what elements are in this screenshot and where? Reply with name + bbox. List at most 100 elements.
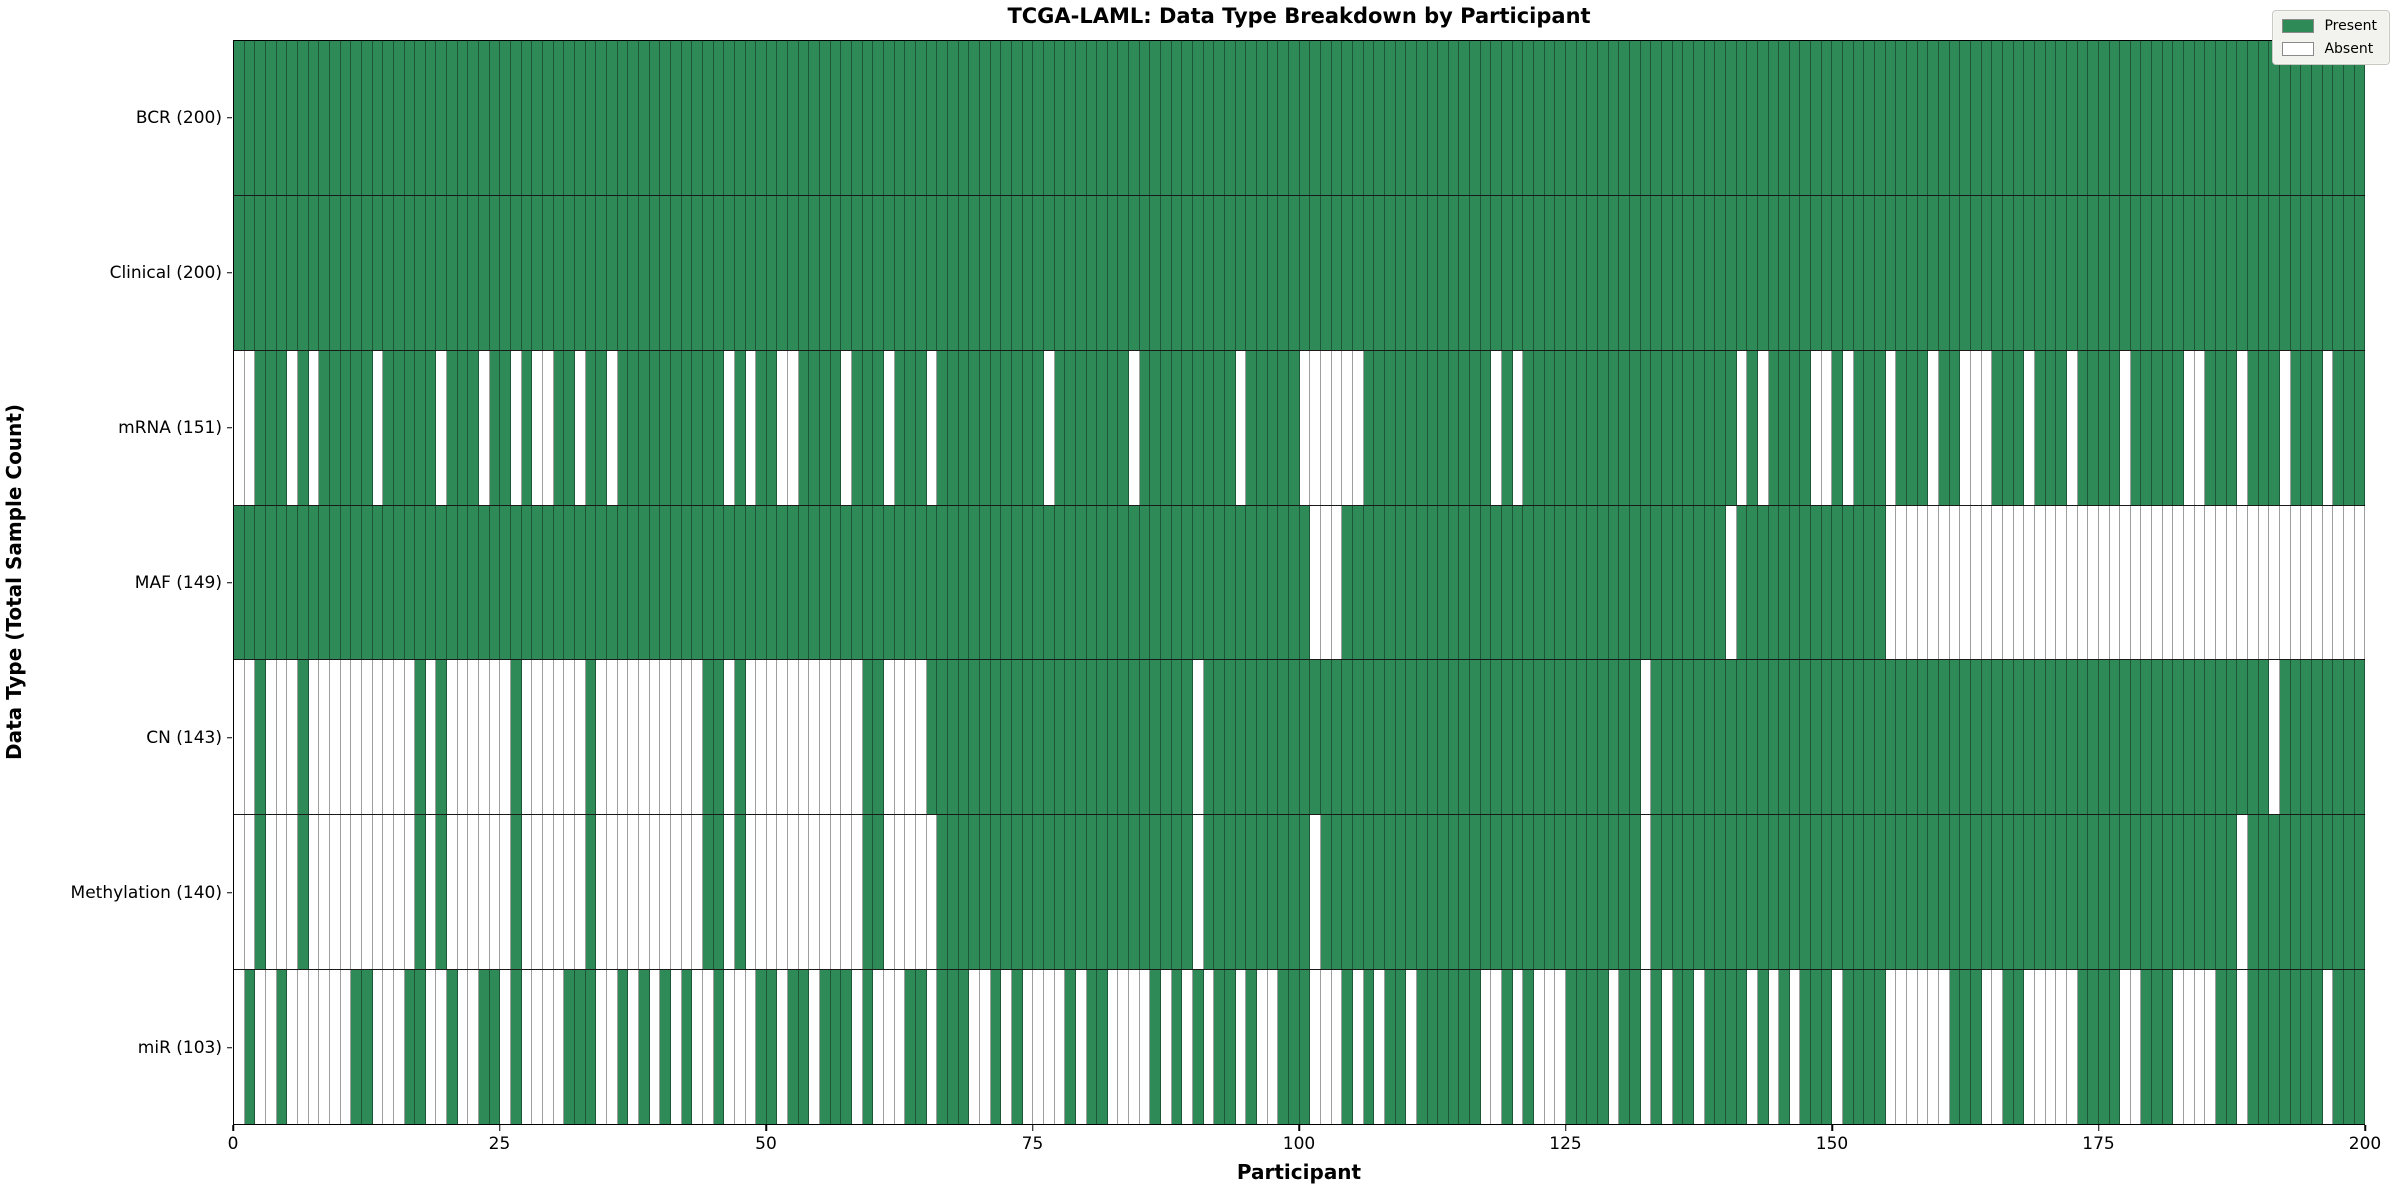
heatmap-cell <box>1438 41 1449 195</box>
heatmap-cell <box>1235 195 1247 350</box>
heatmap-cell <box>1054 660 1066 815</box>
heatmap-cell <box>766 505 778 660</box>
heatmap-cell <box>2248 195 2259 350</box>
heatmap-cell <box>1107 195 1119 350</box>
heatmap-cell <box>2077 505 2089 660</box>
heatmap-cell <box>500 505 512 660</box>
y-tick-label-miR: miR (103) <box>137 1037 222 1058</box>
heatmap-cell <box>2152 350 2163 505</box>
heatmap-cell <box>2205 505 2217 660</box>
heatmap-cell <box>2301 815 2312 970</box>
heatmap-cell <box>2258 660 2270 815</box>
heatmap-cell <box>521 660 533 815</box>
heatmap-cell <box>852 815 863 970</box>
heatmap-cell <box>958 505 970 660</box>
heatmap-cell <box>2066 660 2078 815</box>
heatmap-cell <box>1896 660 1908 815</box>
heatmap-cell <box>852 350 863 505</box>
heatmap-cell <box>1406 660 1417 815</box>
heatmap-cell <box>2088 41 2099 195</box>
heatmap-cell <box>1661 41 1673 195</box>
heatmap-cell <box>724 195 735 350</box>
heatmap-cell <box>1576 350 1588 505</box>
heatmap-cell <box>756 41 767 195</box>
heatmap-cell <box>1555 195 1567 350</box>
heatmap-cell <box>724 41 735 195</box>
heatmap-cell <box>2311 970 2323 1125</box>
heatmap-cell <box>1075 660 1087 815</box>
heatmap-cell <box>1672 350 1684 505</box>
heatmap-cell <box>809 815 821 970</box>
heatmap-cell <box>2045 970 2057 1125</box>
heatmap-cell <box>649 970 661 1125</box>
heatmap-cell <box>2045 505 2057 660</box>
heatmap-cell <box>990 350 1002 505</box>
heatmap-cell <box>1193 660 1204 815</box>
heatmap-cell <box>1843 970 1854 1125</box>
heatmap-cell <box>1065 970 1076 1125</box>
heatmap-cell <box>606 505 618 660</box>
heatmap-cell <box>457 660 469 815</box>
heatmap-cell <box>841 815 853 970</box>
heatmap-cell <box>873 815 885 970</box>
heatmap-cell <box>766 660 778 815</box>
heatmap-cell <box>265 350 277 505</box>
heatmap-cell <box>1608 195 1620 350</box>
heatmap-cell <box>2002 505 2014 660</box>
heatmap-cell <box>2216 815 2227 970</box>
heatmap-cell <box>798 815 810 970</box>
heatmap-cell <box>2290 505 2302 660</box>
heatmap-cell <box>1022 505 1034 660</box>
heatmap-cell <box>1875 660 1886 815</box>
heatmap-cell <box>297 41 309 195</box>
heatmap-row-Methylation <box>234 814 2366 970</box>
heatmap-cell <box>1789 970 1801 1125</box>
heatmap-cell <box>606 815 618 970</box>
heatmap-cell <box>287 195 298 350</box>
heatmap-cell <box>894 350 906 505</box>
heatmap-cell <box>894 41 906 195</box>
heatmap-cell <box>564 815 575 970</box>
heatmap-cell <box>1779 195 1790 350</box>
x-tick-label-150: 150 <box>1815 1134 1849 1154</box>
heatmap-cell <box>1278 41 1289 195</box>
heatmap-cell <box>2173 660 2185 815</box>
heatmap-cell <box>979 195 991 350</box>
heatmap-cell <box>2077 815 2089 970</box>
heatmap-cell <box>937 195 948 350</box>
heatmap-cell <box>1907 970 1918 1125</box>
heatmap-cell <box>1736 350 1748 505</box>
heatmap-cell <box>1427 660 1439 815</box>
heatmap-cell <box>2216 505 2227 660</box>
heatmap-cell <box>1544 350 1556 505</box>
heatmap-cell <box>2066 815 2078 970</box>
heatmap-cell <box>1107 970 1119 1125</box>
heatmap-cell <box>1566 505 1577 660</box>
heatmap-cell <box>2184 41 2195 195</box>
heatmap-cell <box>255 660 266 815</box>
heatmap-cell <box>2130 41 2142 195</box>
heatmap-cell <box>788 195 799 350</box>
heatmap-cell <box>1640 660 1652 815</box>
heatmap-cell <box>745 970 757 1125</box>
heatmap-cell <box>1917 970 1929 1125</box>
heatmap-cell <box>404 660 416 815</box>
heatmap-cell <box>1747 660 1758 815</box>
heatmap-cell <box>1875 505 1886 660</box>
heatmap-cell <box>596 195 607 350</box>
heatmap-cell <box>1970 815 1982 970</box>
heatmap-cell <box>1768 41 1780 195</box>
heatmap-cell <box>969 505 980 660</box>
heatmap-cell <box>1693 505 1705 660</box>
heatmap-cell <box>766 41 778 195</box>
heatmap-cell <box>1416 505 1428 660</box>
heatmap-cell <box>2280 350 2291 505</box>
heatmap-cell <box>1640 505 1652 660</box>
heatmap-cell <box>1097 350 1108 505</box>
heatmap-cell <box>1885 41 1897 195</box>
heatmap-cell <box>1331 815 1343 970</box>
heatmap-cell <box>1065 660 1076 815</box>
heatmap-cell <box>788 350 799 505</box>
heatmap-cell <box>1651 41 1662 195</box>
heatmap-cell <box>1384 970 1396 1125</box>
